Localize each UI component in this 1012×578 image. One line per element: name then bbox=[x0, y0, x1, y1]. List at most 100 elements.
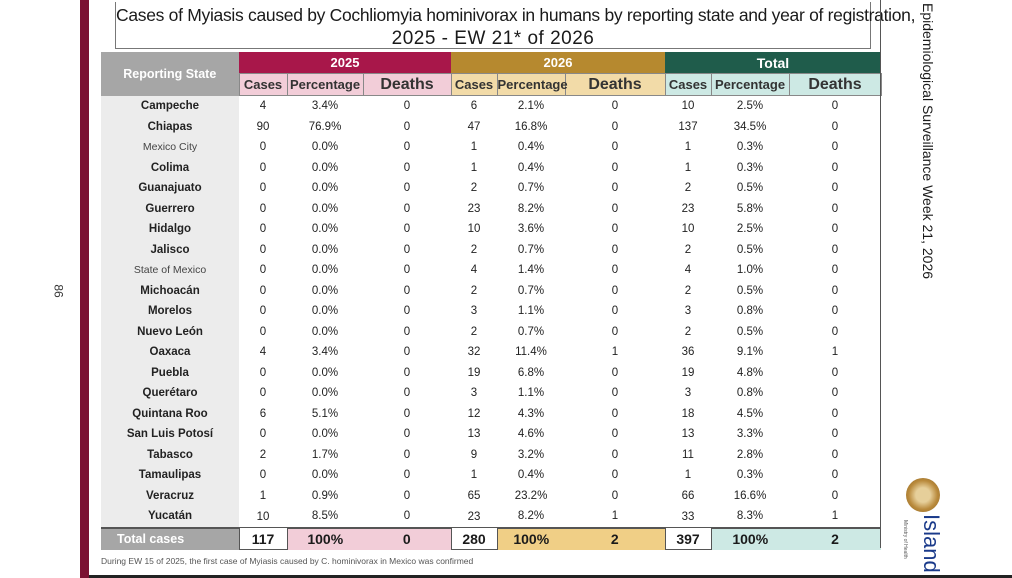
cell-d25: 0 bbox=[403, 100, 411, 113]
cell-c26: 19 bbox=[467, 366, 481, 379]
cell-pt: 2.8% bbox=[736, 448, 764, 461]
cell-dt: 0 bbox=[831, 284, 839, 297]
title-line-1: Cases of Myiasis caused by Cochliomyia h… bbox=[116, 5, 916, 25]
table-row: San Luis Potosí 0 0.0% 0 13 4.6% 0 13 3.3% 0 bbox=[101, 424, 881, 445]
cell-ct: 2 bbox=[684, 243, 692, 256]
cell-c25: 0 bbox=[259, 182, 267, 195]
cell-p25: 76.9% bbox=[308, 120, 342, 133]
cell-d25: 0 bbox=[403, 469, 411, 482]
footnote: During EW 15 of 2025, the first case of … bbox=[101, 556, 474, 566]
cell-d26: 0 bbox=[611, 284, 619, 297]
cell-c26: 2 bbox=[470, 284, 478, 297]
cell-p25: 0.0% bbox=[311, 428, 339, 441]
cell-c25: 0 bbox=[259, 243, 267, 256]
table-row: Nuevo León 0 0.0% 0 2 0.7% 0 2 0.5% 0 bbox=[101, 321, 881, 342]
state-name-cell: Guerrero bbox=[101, 198, 239, 219]
cell-c25: 0 bbox=[259, 325, 267, 338]
state-name-cell: Veracruz bbox=[101, 485, 239, 506]
cell-d26: 0 bbox=[611, 264, 619, 277]
page-number: 86 bbox=[51, 284, 66, 298]
cell-pt: 8.3% bbox=[736, 510, 764, 523]
state-name-cell: Mexico City bbox=[101, 137, 239, 158]
cell-c26: 6 bbox=[470, 100, 478, 113]
total-cases-all: 397 bbox=[664, 527, 712, 550]
cell-p25: 0.0% bbox=[311, 182, 339, 195]
cell-c25: 4 bbox=[259, 346, 267, 359]
cell-d25: 0 bbox=[403, 428, 411, 441]
table-row: Puebla 0 0.0% 0 19 6.8% 0 19 4.8% 0 bbox=[101, 362, 881, 383]
state-name-cell: Querétaro bbox=[101, 383, 239, 404]
cell-p25: 1.7% bbox=[311, 448, 339, 461]
cell-p26: 0.4% bbox=[517, 161, 545, 174]
cell-p26: 8.2% bbox=[517, 202, 545, 215]
cell-d25: 0 bbox=[403, 120, 411, 133]
cell-p26: 0.4% bbox=[517, 141, 545, 154]
cell-p26: 1.4% bbox=[517, 264, 545, 277]
cell-c26: 23 bbox=[467, 510, 481, 523]
cell-p26: 4.3% bbox=[517, 407, 545, 420]
table-row: Michoacán 0 0.0% 0 2 0.7% 0 2 0.5% 0 bbox=[101, 280, 881, 301]
total-cases-2026: 280 bbox=[450, 527, 498, 550]
page-margin bbox=[0, 0, 80, 578]
cell-c25: 1 bbox=[259, 489, 267, 502]
state-name-cell: Quintana Roo bbox=[101, 403, 239, 424]
total-percentage-all: 100% bbox=[711, 526, 789, 550]
cell-ct: 2 bbox=[684, 182, 692, 195]
cell-d25: 0 bbox=[403, 305, 411, 318]
cell-d26: 0 bbox=[611, 469, 619, 482]
cell-p26: 2.1% bbox=[517, 100, 545, 113]
group-header-total: Total bbox=[665, 52, 882, 74]
cell-pt: 0.3% bbox=[736, 469, 764, 482]
cell-d25: 0 bbox=[403, 284, 411, 297]
cell-dt: 0 bbox=[831, 202, 839, 215]
cell-ct: 19 bbox=[681, 366, 695, 379]
state-name-cell: Tabasco bbox=[101, 444, 239, 465]
cell-c25: 0 bbox=[259, 366, 267, 379]
table-row: Jalisco 0 0.0% 0 2 0.7% 0 2 0.5% 0 bbox=[101, 239, 881, 260]
table-row: Oaxaca 4 3.4% 0 32 11.4% 1 36 9.1% 1 bbox=[101, 342, 881, 363]
cell-c26: 32 bbox=[467, 346, 481, 359]
cell-pt: 4.5% bbox=[736, 407, 764, 420]
cell-ct: 13 bbox=[681, 428, 695, 441]
cell-d26: 0 bbox=[611, 407, 619, 420]
cell-ct: 66 bbox=[681, 489, 695, 502]
subheader-deaths-total: Deaths bbox=[788, 73, 882, 96]
cell-d25: 0 bbox=[403, 161, 411, 174]
cell-pt: 4.8% bbox=[736, 366, 764, 379]
state-name-cell: San Luis Potosí bbox=[101, 424, 239, 445]
cell-ct: 23 bbox=[681, 202, 695, 215]
cell-p25: 0.0% bbox=[311, 284, 339, 297]
cell-p26: 3.2% bbox=[517, 448, 545, 461]
cell-c25: 0 bbox=[259, 305, 267, 318]
cell-d26: 0 bbox=[611, 202, 619, 215]
cell-c25: 0 bbox=[259, 202, 267, 215]
cell-d25: 0 bbox=[403, 387, 411, 400]
table-row: State of Mexico 0 0.0% 0 4 1.4% 0 4 1.0% 0 bbox=[101, 260, 881, 281]
cell-c25: 6 bbox=[259, 407, 267, 420]
state-name-cell: Morelos bbox=[101, 301, 239, 322]
total-deaths-all: 2 bbox=[789, 526, 882, 550]
cell-c26: 1 bbox=[470, 161, 478, 174]
group-header-2026: 2026 bbox=[451, 52, 665, 74]
cell-d26: 0 bbox=[611, 161, 619, 174]
cell-pt: 1.0% bbox=[736, 264, 764, 277]
cell-c25: 4 bbox=[259, 100, 267, 113]
table-row: Tamaulipas 0 0.0% 0 1 0.4% 0 1 0.3% 0 bbox=[101, 465, 881, 486]
cell-p25: 0.0% bbox=[311, 223, 339, 236]
subheader-percentage-2025: Percentage bbox=[286, 73, 364, 96]
cell-d25: 0 bbox=[403, 182, 411, 195]
table-row: Chiapas 90 76.9% 0 47 16.8% 0 137 34.5% 0 bbox=[101, 116, 881, 137]
cell-dt: 0 bbox=[831, 305, 839, 318]
myiasis-cases-table: Reporting State 2025 2026 Total Cases Pe… bbox=[101, 52, 882, 550]
total-label: Total cases bbox=[101, 526, 239, 550]
cell-pt: 5.8% bbox=[736, 202, 764, 215]
cell-dt: 1 bbox=[831, 510, 839, 523]
cell-dt: 0 bbox=[831, 182, 839, 195]
cell-ct: 4 bbox=[684, 264, 692, 277]
cell-p26: 0.4% bbox=[517, 469, 545, 482]
cell-p26: 4.6% bbox=[517, 428, 545, 441]
cell-ct: 3 bbox=[684, 387, 692, 400]
cell-d26: 0 bbox=[611, 182, 619, 195]
cell-c25: 0 bbox=[259, 469, 267, 482]
cell-pt: 34.5% bbox=[733, 120, 767, 133]
